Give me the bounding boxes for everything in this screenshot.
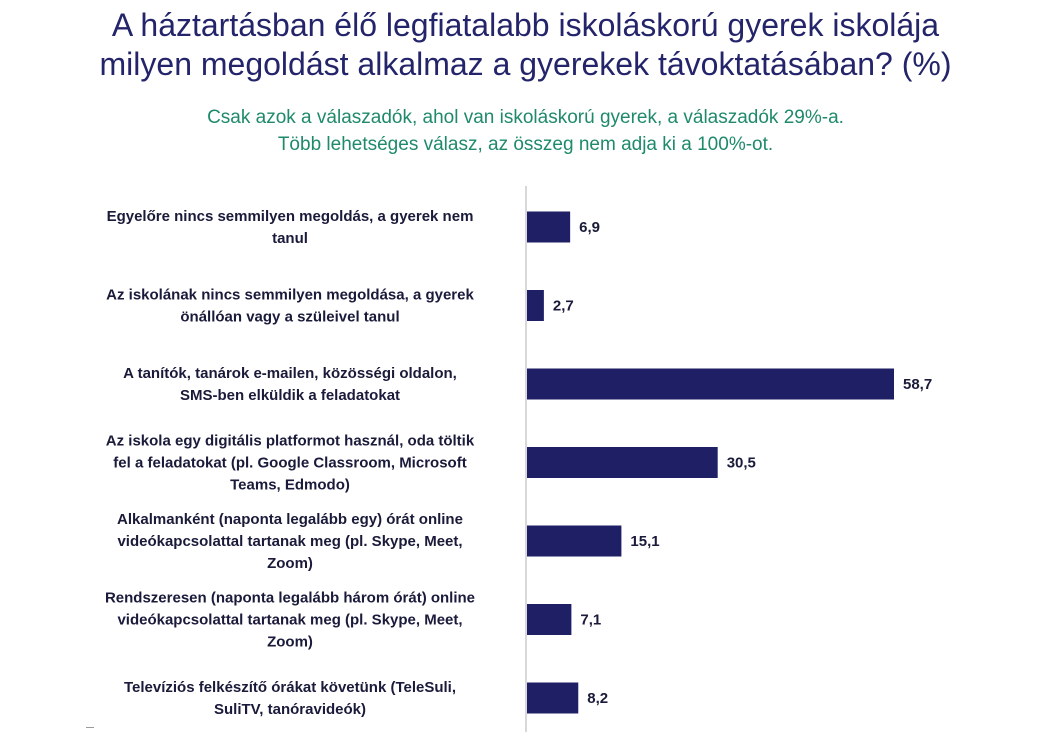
category-label-4-line-3: Teams, Edmodo) bbox=[230, 477, 350, 494]
category-label-3: A tanítók, tanárok e-mailen, közösségi o… bbox=[123, 365, 457, 404]
category-label-4-line-1: Az iskola egy digitális platformot haszn… bbox=[106, 433, 475, 450]
category-label-5-line-1: Alkalmanként (naponta legalább egy) órát… bbox=[117, 511, 463, 528]
value-label-2: 2,7 bbox=[553, 298, 574, 315]
bar-1 bbox=[527, 211, 571, 243]
category-label-7-line-1: Televíziós felkészítő órákat követünk (T… bbox=[124, 679, 456, 696]
category-label-7: Televíziós felkészítő órákat követünk (T… bbox=[124, 679, 456, 718]
bar-7 bbox=[527, 682, 579, 714]
category-label-6: Rendszeresen (naponta legalább három órá… bbox=[105, 590, 475, 651]
value-label-5: 15,1 bbox=[630, 533, 659, 550]
category-label-5-line-2: videókapcsolattal tartanak meg (pl. Skyp… bbox=[117, 533, 462, 550]
bar-3 bbox=[527, 368, 894, 400]
category-label-4: Az iskola egy digitális platformot haszn… bbox=[106, 433, 475, 494]
subtitle-line-1: Csak azok a válaszadók, ahol van iskolás… bbox=[207, 107, 844, 128]
chart-subtitle: Csak azok a válaszadók, ahol van iskolás… bbox=[0, 104, 1051, 158]
value-label-6: 7,1 bbox=[580, 612, 601, 629]
footer-dash bbox=[86, 727, 94, 728]
category-label-2-line-2: önállóan vagy a szüleivel tanul bbox=[180, 309, 399, 326]
title-line-1: A háztartásban élő legfiatalabb iskolásk… bbox=[111, 7, 940, 43]
category-label-6-line-3: Zoom) bbox=[267, 634, 313, 651]
category-label-4-line-2: fel a feladatokat (pl. Google Classroom,… bbox=[113, 455, 466, 472]
bar-2 bbox=[527, 290, 544, 321]
title-line-2: milyen megoldást alkalmaz a gyerekek táv… bbox=[99, 46, 952, 82]
category-label-6-line-1: Rendszeresen (naponta legalább három órá… bbox=[105, 590, 475, 607]
category-label-1: Egyelőre nincs semmilyen megoldás, a gye… bbox=[107, 208, 474, 247]
subtitle-line-2: Több lehetséges válasz, az összeg nem ad… bbox=[277, 134, 774, 155]
category-label-7-line-2: SuliTV, tanóravideók) bbox=[214, 701, 366, 718]
category-label-6-line-2: videókapcsolattal tartanak meg (pl. Skyp… bbox=[117, 612, 462, 629]
value-label-3: 58,7 bbox=[903, 376, 932, 393]
bar-4 bbox=[527, 447, 718, 478]
category-label-5: Alkalmanként (naponta legalább egy) órát… bbox=[117, 511, 463, 572]
value-label-4: 30,5 bbox=[727, 455, 756, 472]
category-label-1-line-2: tanul bbox=[272, 230, 308, 247]
bar-6 bbox=[527, 604, 572, 635]
category-label-3-line-1: A tanítók, tanárok e-mailen, közösségi o… bbox=[123, 365, 457, 382]
category-label-1-line-1: Egyelőre nincs semmilyen megoldás, a gye… bbox=[107, 208, 474, 225]
value-label-7: 8,2 bbox=[587, 690, 608, 707]
category-label-2: Az iskolának nincs semmilyen megoldása, … bbox=[106, 287, 474, 326]
bar-5 bbox=[527, 525, 622, 557]
category-label-3-line-2: SMS-ben elküldik a feladatokat bbox=[180, 387, 400, 404]
value-label-1: 6,9 bbox=[579, 219, 600, 236]
chart-title: A háztartásban élő legfiatalabb iskolásk… bbox=[0, 6, 1051, 84]
category-label-5-line-3: Zoom) bbox=[267, 555, 313, 572]
category-label-2-line-1: Az iskolának nincs semmilyen megoldása, … bbox=[106, 287, 474, 304]
